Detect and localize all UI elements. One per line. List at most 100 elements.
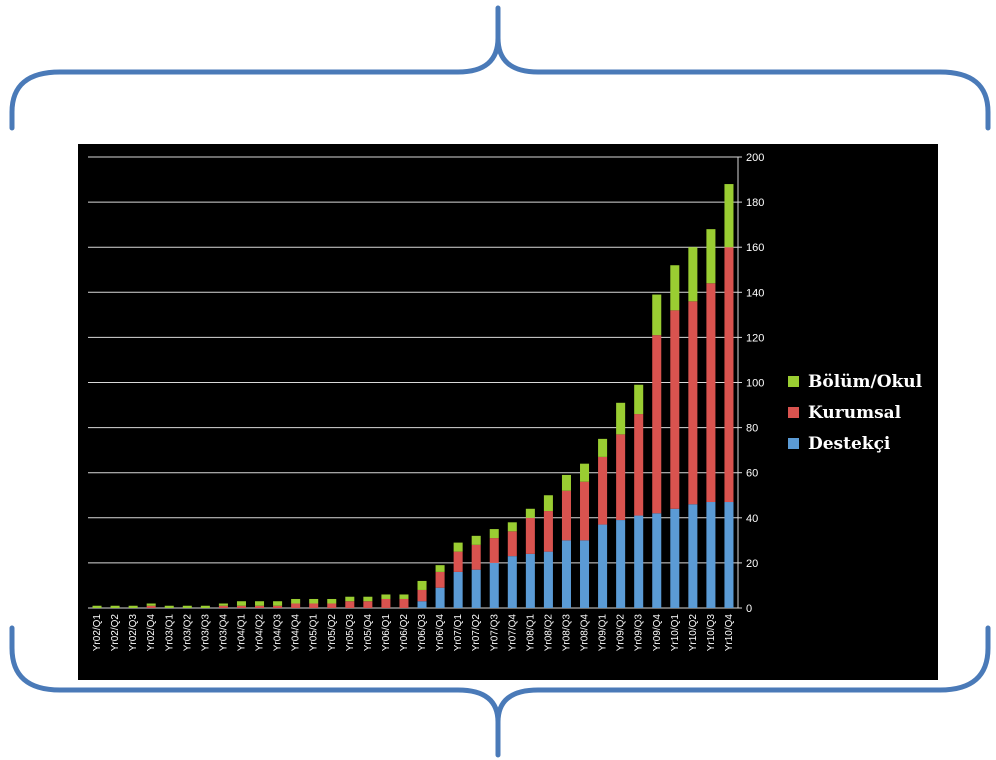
legend-item-destekci: Destekçi <box>788 428 922 459</box>
bar-segment-bolum-okul <box>345 596 355 602</box>
y-tick-label: 60 <box>746 468 758 480</box>
bar-segment-bolum-okul <box>291 598 301 604</box>
x-tick-label: Yr06/Q2 <box>399 614 410 652</box>
bar-segment-destekci <box>598 524 608 608</box>
bar-segment-bolum-okul <box>128 605 138 608</box>
x-tick-label: Yr05/Q4 <box>363 614 374 652</box>
bar-segment-kurumsal <box>598 456 608 525</box>
bar-segment-destekci <box>580 540 590 608</box>
bar-segment-bolum-okul <box>489 529 499 539</box>
bar-segment-bolum-okul <box>471 535 481 545</box>
bar-segment-kurumsal <box>616 434 626 521</box>
x-tick-label: Yr05/Q3 <box>345 614 356 652</box>
x-tick-label: Yr05/Q2 <box>327 614 338 652</box>
bar-segment-bolum-okul <box>435 565 445 572</box>
x-tick-label: Yr08/Q2 <box>543 614 554 652</box>
x-tick-label: Yr08/Q3 <box>561 614 572 652</box>
bar-segment-destekci <box>616 520 626 608</box>
bar-segment-kurumsal <box>453 551 463 572</box>
x-tick-label: Yr03/Q3 <box>200 614 211 652</box>
x-tick-label: Yr03/Q4 <box>218 614 229 652</box>
bar-segment-kurumsal <box>688 301 698 505</box>
x-tick-label: Yr03/Q1 <box>164 614 175 652</box>
bar-segment-kurumsal <box>363 601 373 608</box>
bar-segment-kurumsal <box>291 603 301 608</box>
bar-segment-kurumsal <box>146 605 156 608</box>
x-tick-label: Yr09/Q2 <box>616 614 627 652</box>
top-curly-brace <box>9 5 991 131</box>
legend-item-kurumsal: Kurumsal <box>788 397 922 428</box>
y-tick-label: 20 <box>746 558 758 570</box>
x-tick-label: Yr05/Q1 <box>309 614 320 652</box>
x-tick-label: Yr04/Q2 <box>255 614 266 652</box>
x-tick-label: Yr02/Q2 <box>110 614 121 652</box>
x-tick-label: Yr10/Q1 <box>670 614 681 652</box>
bar-segment-bolum-okul <box>92 605 102 608</box>
bar-segment-bolum-okul <box>543 495 553 512</box>
bottom-curly-brace <box>9 625 991 758</box>
bar-segment-bolum-okul <box>164 605 174 608</box>
bar-segment-destekci <box>525 553 535 608</box>
bar-segment-bolum-okul <box>598 438 608 457</box>
bar-segment-kurumsal <box>435 571 445 588</box>
bar-segment-destekci <box>706 502 716 608</box>
legend-label-destekci: Destekçi <box>808 433 891 454</box>
bar-segment-kurumsal <box>706 283 716 503</box>
bar-segment-bolum-okul <box>706 229 716 284</box>
y-tick-label: 80 <box>746 423 758 435</box>
bar-segment-destekci <box>435 587 445 608</box>
bar-segment-kurumsal <box>580 481 590 541</box>
bar-segment-bolum-okul <box>507 522 517 532</box>
x-tick-label: Yr04/Q4 <box>291 614 302 652</box>
bar-segment-bolum-okul <box>110 605 120 608</box>
bar-segment-bolum-okul <box>580 463 590 482</box>
bar-segment-bolum-okul <box>399 594 409 599</box>
bar-segment-bolum-okul <box>688 247 698 302</box>
x-tick-label: Yr02/Q1 <box>92 614 103 652</box>
x-tick-label: Yr06/Q4 <box>435 614 446 652</box>
bar-segment-bolum-okul <box>670 265 680 311</box>
bar-segment-bolum-okul <box>417 580 427 590</box>
legend-label-bolum-okul: Bölüm/Okul <box>808 371 923 392</box>
bar-segment-bolum-okul <box>309 598 319 604</box>
bar-segment-kurumsal <box>561 490 571 541</box>
bar-segment-destekci <box>453 571 463 608</box>
bar-segment-kurumsal <box>345 601 355 608</box>
bar-segment-bolum-okul <box>652 294 662 336</box>
legend-swatch-kurumsal <box>788 407 799 418</box>
bar-segment-kurumsal <box>399 598 409 608</box>
bar-segment-kurumsal <box>327 603 337 608</box>
y-tick-label: 180 <box>746 197 764 209</box>
bar-segment-destekci <box>634 515 644 608</box>
bar-segment-bolum-okul <box>273 601 283 606</box>
bar-segment-destekci <box>670 508 680 608</box>
x-tick-label: Yr07/Q3 <box>489 614 500 652</box>
bar-segment-kurumsal <box>255 605 265 608</box>
bar-segment-bolum-okul <box>255 601 265 606</box>
bar-segment-bolum-okul <box>381 594 391 599</box>
bar-segment-destekci <box>471 569 481 608</box>
x-tick-label: Yr10/Q3 <box>706 614 717 652</box>
bar-segment-destekci <box>489 562 499 608</box>
bar-segment-kurumsal <box>670 310 680 509</box>
x-tick-label: Yr06/Q3 <box>417 614 428 652</box>
x-tick-label: Yr10/Q4 <box>724 614 735 652</box>
stacked-bar-chart: 0 20 40 60 80 100 120 140 160 180 200 Yr02/Q1 Yr02/Q… <box>88 152 764 652</box>
bar-segment-bolum-okul <box>634 384 644 415</box>
bar-segment-kurumsal <box>218 605 228 608</box>
bar-segment-kurumsal <box>634 414 644 516</box>
bar-segment-bolum-okul <box>453 542 463 552</box>
x-tick-label: Yr08/Q4 <box>580 614 591 652</box>
bar-segment-bolum-okul <box>327 598 337 604</box>
x-tick-label: Yr06/Q1 <box>381 614 392 652</box>
legend-swatch-destekci <box>788 438 799 449</box>
x-tick-label: Yr07/Q4 <box>507 614 518 652</box>
bar-segment-destekci <box>724 502 734 608</box>
x-tick-label: Yr02/Q4 <box>146 614 157 652</box>
bar-segment-destekci <box>561 540 571 608</box>
bar-segment-destekci <box>543 551 553 608</box>
bar-segment-destekci <box>507 556 517 608</box>
legend-item-bolum-okul: Bölüm/Okul <box>788 366 922 397</box>
x-tick-label: Yr07/Q1 <box>453 614 464 652</box>
